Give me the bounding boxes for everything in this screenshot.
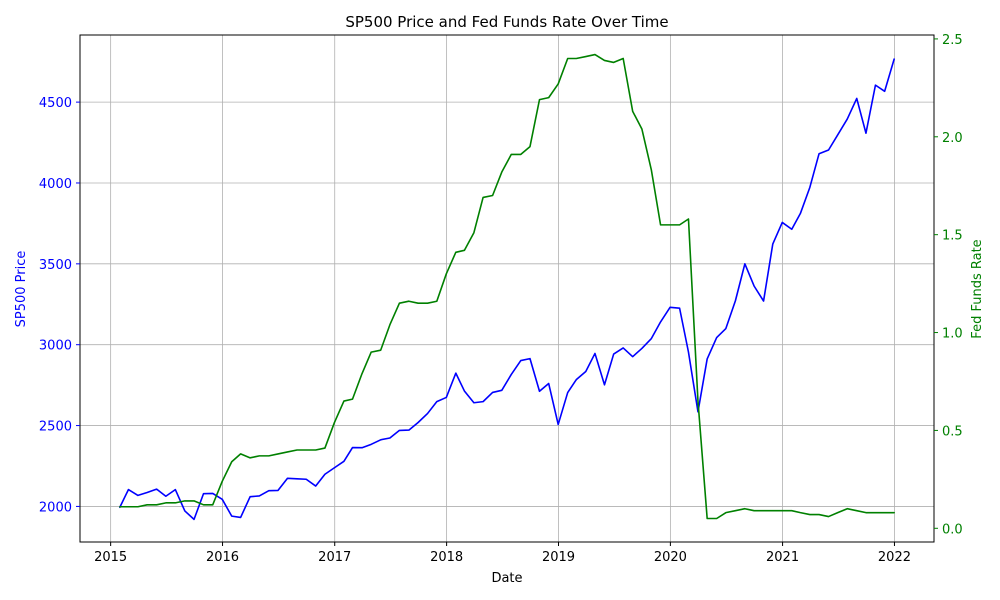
x-axis-title: Date <box>491 571 522 586</box>
x-tick-label: 2020 <box>654 550 687 565</box>
x-tick-label: 2017 <box>318 550 351 565</box>
right-y-tick-label: 2.5 <box>942 33 963 48</box>
left-axis-title: SP500 Price <box>14 251 29 328</box>
right-y-tick-label: 1.0 <box>942 327 963 342</box>
left-y-tick-label: 3000 <box>39 339 72 354</box>
right-y-tick-label: 1.5 <box>942 229 963 244</box>
x-tick-label: 2016 <box>206 550 239 565</box>
x-tick-label: 2018 <box>430 550 463 565</box>
plot-frame <box>79 34 935 543</box>
series-layer <box>119 53 895 521</box>
x-tick-label: 2015 <box>94 550 127 565</box>
chart-title: SP500 Price and Fed Funds Rate Over Time <box>345 13 668 31</box>
sp500-price-line <box>119 58 895 521</box>
right-y-tick-label: 0.5 <box>942 424 963 439</box>
right-y-tick-label: 0.0 <box>942 522 963 537</box>
left-y-tick-label: 2500 <box>39 420 72 435</box>
left-y-tick-label: 3500 <box>39 258 72 273</box>
right-y-tick-label: 2.0 <box>942 131 963 146</box>
fed-funds-rate-line <box>119 53 895 520</box>
x-tick-label: 2021 <box>766 550 799 565</box>
left-y-tick-label: 4000 <box>39 177 72 192</box>
grid-layer <box>80 35 934 542</box>
right-axis-title: Fed Funds Rate <box>970 239 985 338</box>
x-tick-label: 2022 <box>878 550 911 565</box>
axis-layer: 2015 2016 2017 2018 2019 2020 2021 2022 2000 2500… <box>39 33 963 565</box>
left-y-tick-label: 2000 <box>39 500 72 515</box>
x-tick-label: 2019 <box>542 550 575 565</box>
left-y-tick-label: 4500 <box>39 96 72 111</box>
